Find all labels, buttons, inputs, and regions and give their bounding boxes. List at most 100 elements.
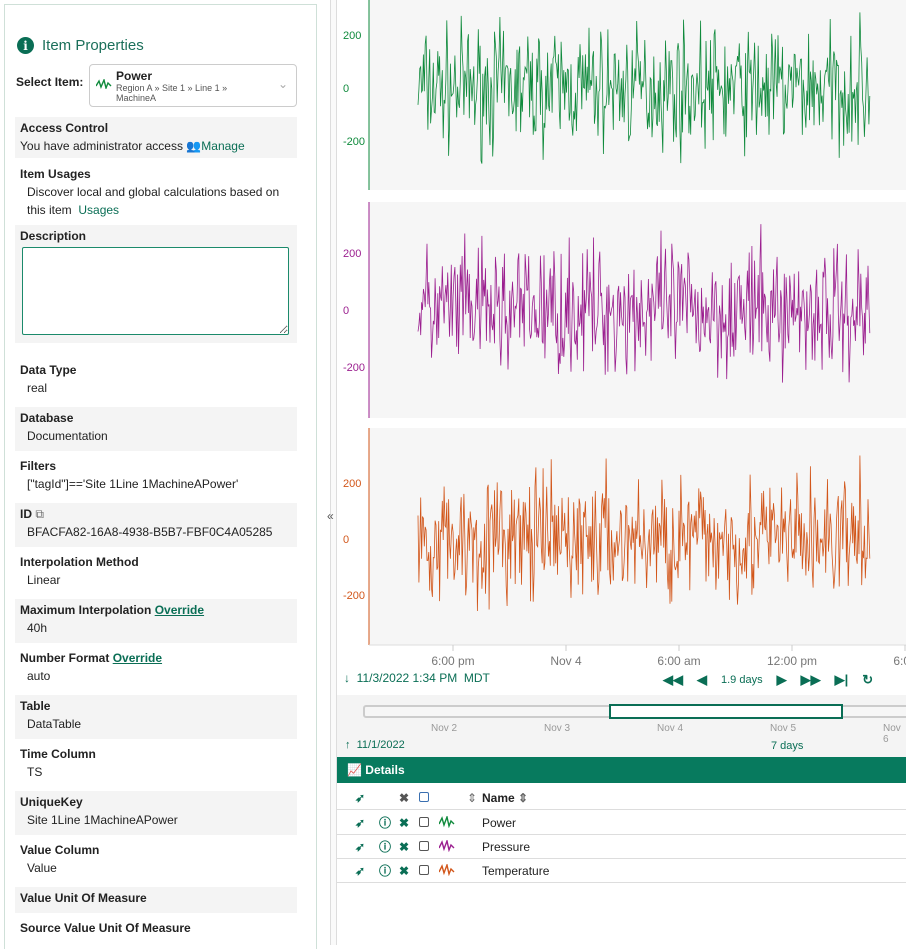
details-header: 📈 Details [337, 757, 906, 783]
step-forward-icon[interactable]: ▶ [776, 672, 787, 687]
row-name: Pressure [482, 839, 531, 854]
panel-title: i Item Properties [17, 37, 144, 54]
info-icon: i [17, 37, 34, 54]
rocket-icon[interactable]: ➶ [355, 863, 366, 878]
step-forward-large-icon[interactable]: ▶▶ [800, 672, 821, 687]
time-navigation: ◀◀ ◀ 1.9 days ▶ ▶▶ ▶| ↻ [663, 672, 873, 688]
step-back-icon[interactable]: ◀ [697, 672, 707, 687]
details-row[interactable]: ➶ ⓘ ✖ Power [337, 811, 906, 835]
field-time-column: Time Column TS [20, 747, 96, 779]
y-tick-label: 0 [343, 305, 349, 317]
chart-area-icon: 📈 [347, 763, 362, 777]
row-name: Power [482, 815, 517, 830]
field-number-format: Number Format Override auto [20, 651, 163, 683]
field-uniquekey: UniqueKey Site 1Line 1MachineAPower [15, 791, 297, 835]
details-row[interactable]: ➶ ⓘ ✖ Pressure [337, 835, 906, 859]
field-filters: Filters ["tagId"]=='Site 1Line 1MachineAP… [20, 459, 239, 491]
overview-tick-label: Nov 5 [770, 723, 797, 734]
y-tick-label: 200 [343, 30, 361, 42]
field-id: ID ⧉ BFACFA82-16A8-4938-B5B7-FBF0C4A05285 [15, 503, 297, 547]
start-time[interactable]: ↓ 11/3/2022 1:34 PM MDT [344, 671, 490, 685]
details-table-header: ➶ ✖ ⇕ Name ⇕ [337, 786, 906, 810]
rocket-icon[interactable]: ➶ [355, 839, 366, 854]
overview-tick-label: Nov 3 [544, 723, 571, 734]
remove-icon[interactable]: ✖ [399, 839, 410, 854]
arrow-down-icon: ↓ [344, 671, 350, 685]
description-input[interactable] [22, 247, 289, 335]
remove-icon[interactable]: ✖ [399, 863, 410, 878]
panel-divider[interactable] [330, 0, 337, 945]
lane-background [369, 0, 906, 190]
trend-chart: 200 0 -200 200 0 -200 200 0 -200 6:00 pm Nov 4 6:00… [343, 0, 906, 668]
override-link[interactable]: Override [154, 603, 205, 617]
users-icon: 👥 [186, 139, 202, 153]
remove-all-icon[interactable]: ✖ [399, 790, 410, 805]
y-tick-label: -200 [343, 362, 365, 374]
y-tick-label: -200 [343, 136, 365, 148]
field-database: Database Documentation [15, 407, 297, 451]
series-line-temperature[interactable] [417, 455, 871, 612]
signal-icon [439, 864, 455, 876]
field-value-column: Value Column Value [20, 843, 100, 875]
override-link[interactable]: Override [112, 651, 163, 665]
jump-to-now-icon[interactable]: ▶| [834, 672, 849, 687]
overview-timeline: Nov 2 Nov 3 Nov 4 Nov 5 Nov 6 ↑ 11/1/2022 7 … [337, 695, 906, 757]
name-column-header[interactable]: Name ⇕ [482, 790, 529, 805]
info-icon[interactable]: ⓘ [379, 816, 392, 830]
arrow-up-icon: ↑ [345, 739, 351, 751]
series-line-pressure[interactable] [417, 224, 871, 383]
overview-duration[interactable]: 7 days [771, 740, 804, 752]
signal-icon [439, 816, 455, 828]
description-section: Description [15, 225, 297, 343]
field-data-type: Data Type real [20, 363, 77, 395]
details-row[interactable]: ➶ ⓘ ✖ Temperature [337, 859, 906, 883]
usages-link[interactable]: Usages [78, 203, 120, 217]
rocket-icon[interactable]: ➶ [355, 815, 366, 830]
chevron-down-icon: ⌄ [277, 77, 288, 91]
field-value-unit-of-measure: Value Unit Of Measure [15, 887, 297, 913]
y-tick-label: 200 [343, 248, 361, 260]
manage-link[interactable]: Manage [201, 139, 245, 153]
x-tick-label: 6:00 am [657, 654, 700, 668]
remove-icon[interactable]: ✖ [399, 815, 410, 830]
field-table: Table DataTable [15, 695, 297, 739]
row-checkbox[interactable] [419, 840, 429, 854]
series-line-power[interactable] [417, 12, 871, 164]
item-usages-section: Item Usages Discover local and global ca… [20, 167, 280, 217]
signal-icon [96, 79, 112, 89]
refresh-icon[interactable]: ↻ [862, 672, 874, 687]
x-tick-label: Nov 4 [550, 654, 582, 668]
step-back-large-icon[interactable]: ◀◀ [663, 672, 683, 687]
signal-icon [439, 840, 455, 852]
duration[interactable]: 1.9 days [721, 674, 763, 686]
overview-tick-label: Nov 4 [657, 723, 684, 734]
field-interpolation-method: Interpolation Method Linear [20, 555, 139, 587]
info-icon[interactable]: ⓘ [379, 840, 392, 854]
row-checkbox[interactable] [419, 816, 429, 830]
item-select[interactable]: Power Region A » Site 1 » Line 1 » Machi… [89, 64, 297, 107]
copy-icon[interactable]: ⧉ [35, 507, 44, 521]
field-maximum-interpolation: Maximum Interpolation Override 40h [15, 599, 297, 643]
overview-selection[interactable] [609, 704, 843, 719]
row-checkbox[interactable] [419, 864, 429, 878]
select-item-label: Select Item: [16, 75, 84, 89]
item-properties-panel: i Item Properties Select Item: Power Regi… [4, 4, 317, 949]
info-icon[interactable]: ⓘ [379, 864, 392, 878]
y-tick-label: 200 [343, 478, 361, 490]
overview-tick-label: Nov 2 [431, 723, 458, 734]
row-name: Temperature [482, 863, 550, 878]
overview-tick-label: Nov 6 [883, 723, 901, 745]
y-tick-label: -200 [343, 590, 365, 602]
field-source-value-unit-of-measure: Source Value Unit Of Measure [20, 921, 191, 935]
y-tick-label: 0 [343, 534, 349, 546]
x-tick-label: 12:00 pm [767, 654, 817, 668]
rocket-icon: ➶ [355, 790, 366, 805]
sort-icon[interactable]: ⇕ [467, 790, 478, 805]
x-tick-label: 6:00 pm [431, 654, 474, 668]
x-tick-label: 6:00 [893, 654, 906, 668]
access-control-section: Access Control You have administrator ac… [15, 117, 297, 158]
y-tick-label: 0 [343, 83, 349, 95]
select-all-checkbox[interactable] [419, 791, 429, 805]
collapse-panel-button[interactable]: « [327, 509, 334, 523]
overview-start[interactable]: ↑ 11/1/2022 [345, 739, 405, 751]
